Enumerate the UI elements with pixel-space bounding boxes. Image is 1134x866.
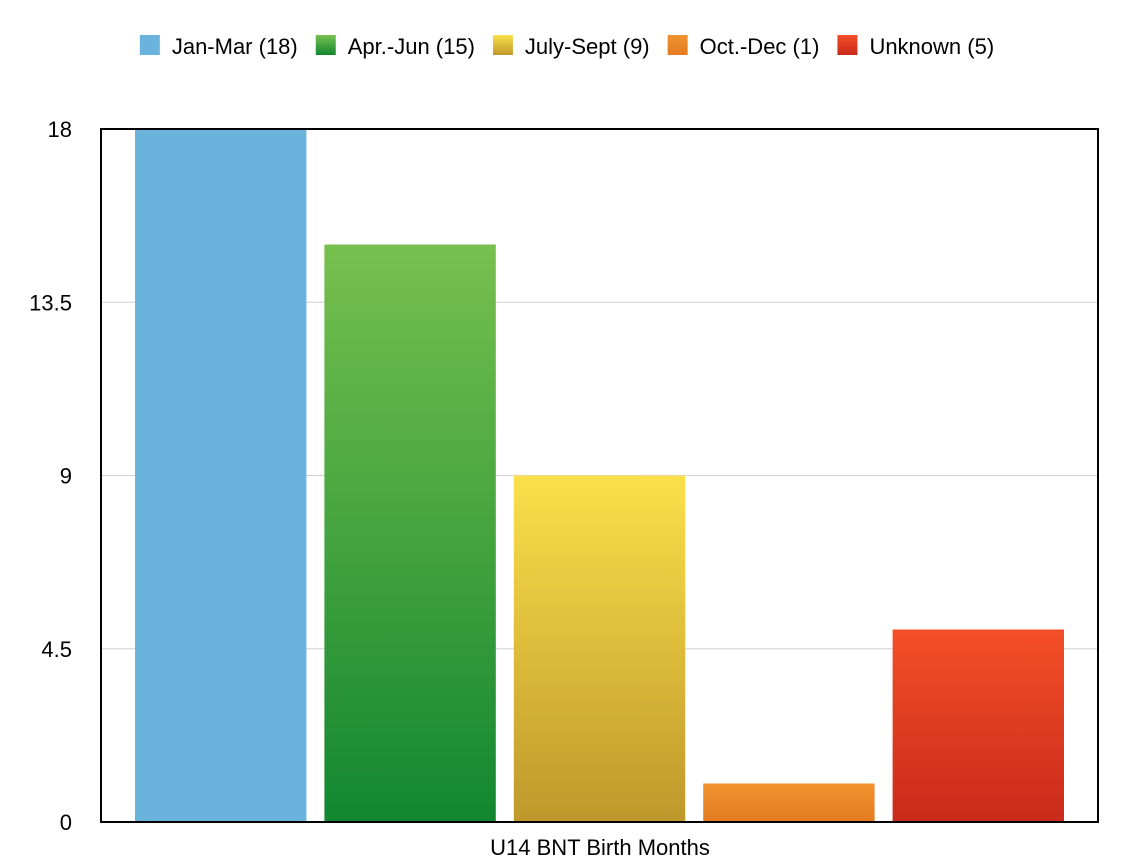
legend-label: July-Sept (9) [525,34,650,59]
legend-swatch [837,35,858,55]
x-axis-label: U14 BNT Birth Months [490,835,710,860]
legend-swatch [315,35,336,55]
plot-frame [100,128,1099,823]
y-tick-label: 0 [60,810,72,835]
y-tick-label: 13.5 [29,290,72,315]
legend-label: Jan-Mar (18) [172,34,298,59]
bar-2 [324,244,496,822]
legend-label: Unknown (5) [869,34,994,59]
bar-3 [513,475,686,822]
legend: Jan-Mar (18) Apr.-Jun (15) July-Sept (9) Oc… [139,34,994,59]
bar-4 [703,783,875,822]
legend-swatch [492,35,513,55]
y-axis-ticks: 0 4.5 9 13.5 18 [29,117,72,835]
bars [135,129,1064,822]
legend-label: Apr.-Jun (15) [348,34,475,59]
bar-1 [135,129,307,822]
y-tick-label: 4.5 [41,637,72,662]
bar-5 [892,629,1064,822]
legend-swatch [139,35,160,55]
y-tick-label: 9 [60,464,72,489]
legend-swatch [667,35,688,55]
legend-label: Oct.-Dec (1) [700,34,820,59]
y-tick-label: 18 [48,117,72,142]
